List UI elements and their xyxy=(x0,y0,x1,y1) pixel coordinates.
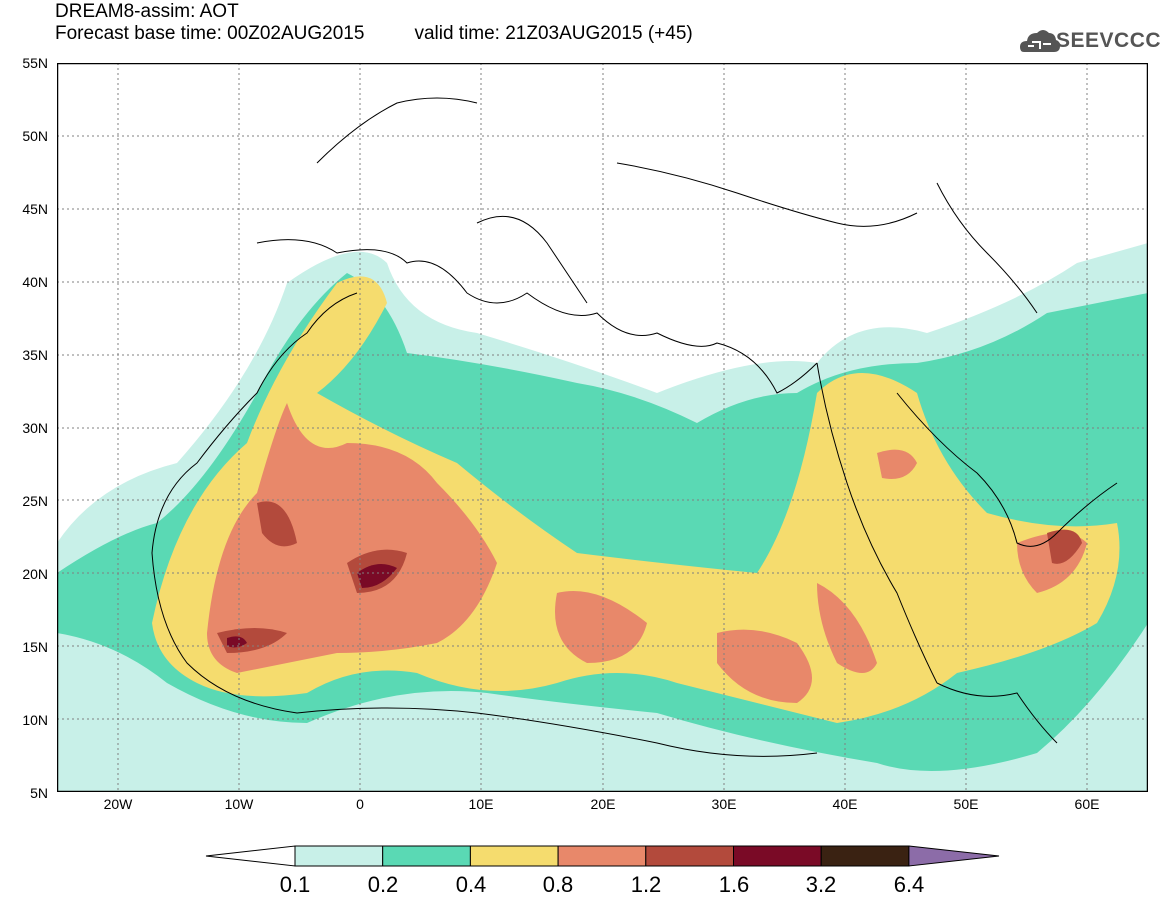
colorbar-box xyxy=(382,845,471,867)
lat-label: 35N xyxy=(22,347,48,363)
lat-label: 10N xyxy=(22,712,48,728)
lat-label: 40N xyxy=(22,274,48,290)
lat-label: 45N xyxy=(22,201,48,217)
lon-label: 20E xyxy=(590,796,616,812)
map-border xyxy=(57,63,1148,792)
colorbar-over-arrow xyxy=(908,845,1000,867)
colorbar-label: 1.6 xyxy=(718,872,750,897)
chart-title: DREAM8-assim: AOT xyxy=(55,1,239,22)
colorbar-box xyxy=(645,845,734,867)
graticule xyxy=(57,63,1148,792)
lon-label: 50E xyxy=(953,796,979,812)
colorbar-box xyxy=(557,845,647,867)
coastlines xyxy=(151,97,1118,757)
cloud-icon xyxy=(1020,30,1060,52)
lat-label: 25N xyxy=(22,493,48,509)
colorbar-box xyxy=(733,845,822,867)
lat-label: 5N xyxy=(30,785,48,801)
lon-label: 60E xyxy=(1074,796,1100,812)
lat-label: 55N xyxy=(22,55,48,71)
lat-label: 15N xyxy=(22,639,48,655)
colorbar-box xyxy=(469,845,559,867)
aot-field xyxy=(57,243,1148,792)
lat-label: 50N xyxy=(22,128,48,144)
lon-label: 0 xyxy=(356,796,364,812)
logo-text: SEEVCCC xyxy=(1056,29,1162,52)
colorbar-label: 3.2 xyxy=(805,872,837,897)
map xyxy=(57,63,1148,792)
lon-label: 10E xyxy=(468,796,494,812)
colorbar-label: 0.4 xyxy=(455,872,487,897)
lon-label: 40E xyxy=(832,796,858,812)
colorbar-label: 0.2 xyxy=(367,872,399,897)
colorbar-label: 6.4 xyxy=(893,872,925,897)
colorbar-box xyxy=(294,845,384,867)
colorbar-under-arrow xyxy=(205,845,296,867)
colorbar-box xyxy=(820,845,910,867)
lat-label: 30N xyxy=(22,420,48,436)
lon-label: 30E xyxy=(711,796,737,812)
valid-time: valid time: 21Z03AUG2015 (+45) xyxy=(414,23,693,44)
time-info: Forecast base time: 00Z02AUG2015 valid ti… xyxy=(55,24,693,44)
colorbar-label: 1.2 xyxy=(630,872,662,897)
lon-label: 10W xyxy=(224,796,254,812)
base-time: Forecast base time: 00Z02AUG2015 xyxy=(55,23,365,44)
colorbar-label: 0.8 xyxy=(542,872,574,897)
lat-label: 20N xyxy=(22,566,48,582)
lon-label: 20W xyxy=(103,796,133,812)
colorbar-label: 0.1 xyxy=(279,872,311,897)
colorbar xyxy=(205,845,1000,867)
